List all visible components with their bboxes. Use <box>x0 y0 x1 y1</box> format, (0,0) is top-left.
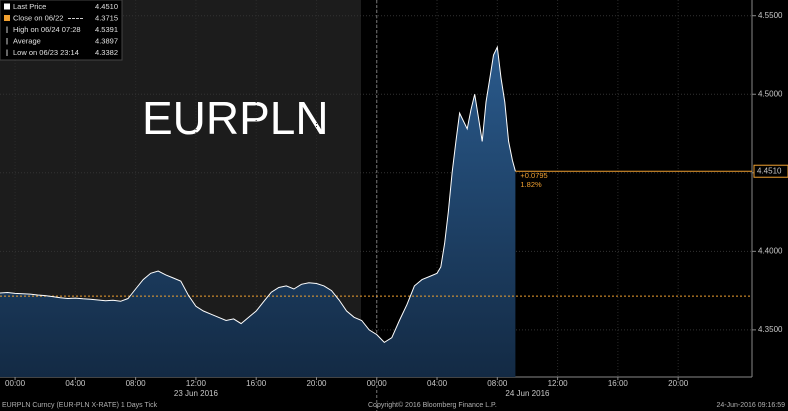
x-tick-label: 20:00 <box>306 379 327 388</box>
x-tick-label: 04:00 <box>427 379 448 388</box>
y-tick-label: 4.3500 <box>758 325 783 334</box>
symbol-title: EURPLN <box>142 92 329 144</box>
y-tick-label: 4.5000 <box>758 89 783 98</box>
legend-label: Last Price <box>13 2 46 11</box>
y-tick-label: 4.4000 <box>758 246 783 255</box>
x-tick-label: 00:00 <box>5 379 26 388</box>
x-tick-label: 08:00 <box>487 379 508 388</box>
change-pct-label: 1.82% <box>520 180 542 189</box>
x-tick-label: 20:00 <box>668 379 689 388</box>
footer-center: Copyright© 2016 Bloomberg Finance L.P. <box>368 401 497 409</box>
x-tick-label: 12:00 <box>186 379 207 388</box>
legend-box <box>0 0 123 61</box>
legend-label: High on 06/24 07:28 <box>13 25 81 34</box>
y-tick-label: 4.5500 <box>758 11 783 20</box>
legend-label: Average <box>13 36 41 45</box>
footer-left: EURPLN Curncy (EUR-PLN X-RATE) 1 Days Ti… <box>2 402 158 409</box>
change-label: +0.0795 <box>520 171 547 180</box>
x-tick-label: 16:00 <box>608 379 629 388</box>
legend-value: 4.3897 <box>95 36 118 45</box>
x-tick-label: 08:00 <box>126 379 147 388</box>
x-tick-label: 00:00 <box>367 379 388 388</box>
legend-label: Close on 06/22 <box>13 13 63 22</box>
legend-value: 4.3382 <box>95 48 118 57</box>
legend-value: 4.4510 <box>95 2 118 11</box>
legend-swatch <box>4 15 10 21</box>
x-tick-label: 16:00 <box>246 379 267 388</box>
price-area <box>0 47 516 377</box>
legend-value: 4.5391 <box>95 25 118 34</box>
date-label: 24 Jun 2016 <box>505 389 550 398</box>
legend-swatch <box>4 3 10 10</box>
last-tick-box <box>753 164 788 178</box>
legend-label: Low on 06/23 23:14 <box>13 48 79 57</box>
price-line <box>0 45 516 344</box>
x-tick-label: 12:00 <box>548 379 569 388</box>
date-label: 23 Jun 2016 <box>174 389 219 398</box>
footer-right: 24-Jun-2016 09:16:59 <box>717 402 786 409</box>
last-tick-label: 4.4510 <box>757 166 782 175</box>
legend-value: 4.3715 <box>95 13 118 22</box>
x-tick-label: 04:00 <box>65 379 86 388</box>
